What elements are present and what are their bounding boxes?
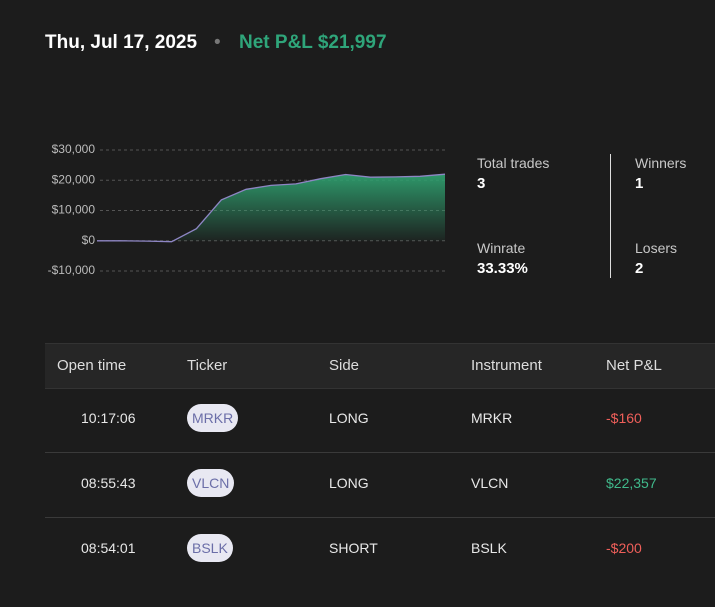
stat-label: Losers [635,240,678,256]
instrument: VLCN [471,475,509,491]
ticker-pill: VLCN [187,469,235,497]
stat-value: 1 [635,175,644,192]
instrument: MRKR [471,410,513,426]
net-pnl-cell: -$200 [606,540,642,556]
y-tick-label: $20,000 [52,172,96,186]
stat-label: Total trades [477,155,550,171]
net-pnl: Net P&L $21,997 [239,32,387,53]
y-tick-label: $30,000 [52,142,96,156]
side: LONG [329,475,369,491]
stat-value: 3 [477,175,486,192]
y-tick-label: $10,000 [52,203,96,217]
open-time: 10:17:06 [81,410,136,426]
ticker-pill: MRKR [187,404,239,432]
row-divider [45,517,715,518]
net-pnl-cell: $22,357 [606,475,657,491]
stat-label: Winners [635,155,687,171]
area [97,174,445,242]
chart: -$10,000 $0 $10,000 $20,000 $30,000 [48,142,446,277]
line [97,173,446,243]
open-time: 08:54:01 [81,540,136,556]
stat-label: Winrate [477,240,526,256]
stat-value: 33.33% [477,260,528,277]
divider [610,154,611,278]
stat-value: 2 [635,260,644,277]
side: SHORT [329,540,378,556]
open-time: 08:55:43 [81,475,136,491]
net-pnl-cell: -$160 [606,410,642,426]
column-header: Open time [57,357,127,374]
separator-dot: • [214,32,221,53]
table-header [45,343,715,389]
column-header: Side [329,357,360,374]
row-divider [45,452,715,453]
instrument: BSLK [471,540,507,556]
ticker-pill: BSLK [187,534,233,562]
y-tick-label: -$10,000 [48,263,96,277]
column-header: Net P&L [606,357,662,374]
side: LONG [329,410,369,426]
column-header: Ticker [187,357,228,374]
column-header: Instrument [471,357,542,374]
date: Thu, Jul 17, 2025 [45,32,198,53]
y-tick-label: $0 [82,233,96,247]
